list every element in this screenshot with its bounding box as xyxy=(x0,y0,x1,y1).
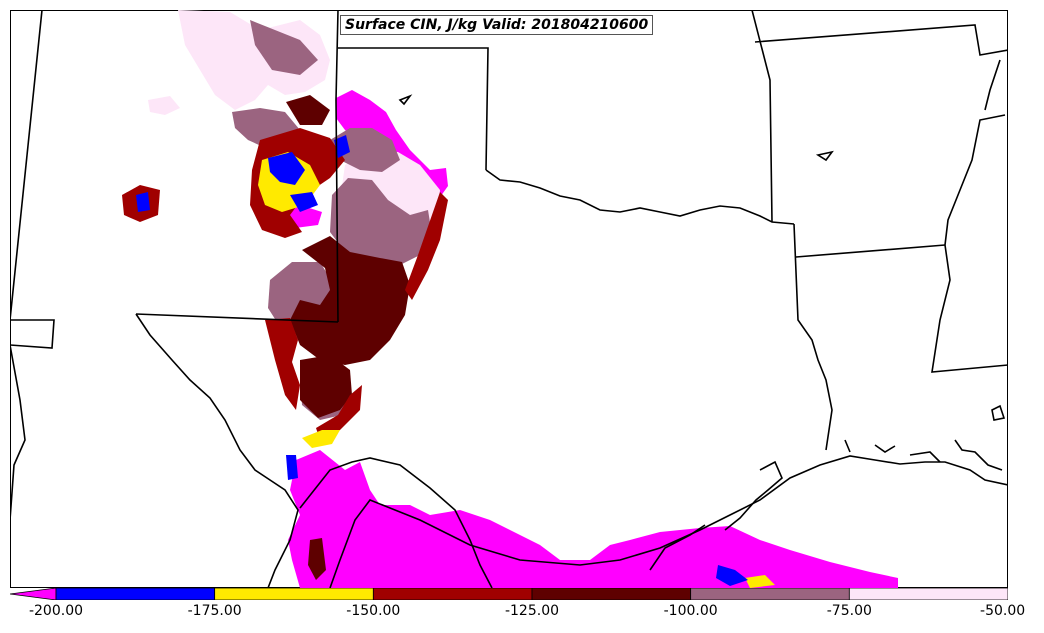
cin-bin-yellow xyxy=(745,575,775,588)
ok-tx-red-river xyxy=(485,169,795,225)
colorbar-tick-label: -200.00 xyxy=(28,603,84,619)
cin-bin-blue xyxy=(290,192,318,212)
ks-ok-border xyxy=(338,47,489,171)
rio-grande xyxy=(135,313,299,588)
colorbar xyxy=(10,588,1008,600)
colorbar-bin-0 xyxy=(55,588,216,600)
tx-la-border xyxy=(793,223,833,451)
mississippi-river xyxy=(931,114,1008,373)
cin-under-region xyxy=(288,450,898,588)
cin-bin-dark-red xyxy=(308,538,326,580)
cin-field xyxy=(122,10,898,588)
cin-bin-dark-red xyxy=(300,355,352,418)
cin-bin-blue xyxy=(334,135,350,158)
cin-bin-mauve xyxy=(250,20,318,75)
gulf-coast xyxy=(329,455,1008,588)
cin-bin-blue xyxy=(286,455,298,480)
ar-border-north xyxy=(754,24,1008,56)
tx-bay-detail xyxy=(649,524,706,571)
cin-bin-blue xyxy=(136,192,150,212)
cin-bin-red xyxy=(405,192,448,300)
colorbar-bin-3 xyxy=(531,588,692,600)
colorbar-tick-label: -50.00 xyxy=(980,603,1026,619)
cin-bin-dark-red xyxy=(286,95,330,125)
map-title: Surface CIN, J/kg Valid: 201804210600 xyxy=(340,15,654,35)
ar-la-border xyxy=(795,244,946,258)
cin-bin-red xyxy=(265,318,300,410)
colorbar-tick-label: -75.00 xyxy=(826,603,872,619)
colorbar-tick-label: -100.00 xyxy=(663,603,718,619)
colorbar-under-extension xyxy=(10,588,57,600)
colorbar-bin-1 xyxy=(214,588,374,600)
colorbar-tick-label: -150.00 xyxy=(346,603,401,619)
la-coast-detail xyxy=(844,439,1003,471)
colorbar-tick-label: -125.00 xyxy=(504,603,560,619)
ok-ar-border xyxy=(751,10,773,223)
colorbar-bin-5 xyxy=(848,588,1008,600)
cin-bin-blue xyxy=(716,565,748,586)
cin-bin-red xyxy=(316,385,362,440)
colorado-nm-border xyxy=(10,319,55,349)
co-ks-ok-border xyxy=(10,10,43,321)
mexico-internal-border xyxy=(299,457,493,588)
cin-bin-dark-red xyxy=(290,236,410,365)
cin-bin-blue xyxy=(268,152,305,185)
cin-bin-light-pink xyxy=(148,96,180,115)
nm-tx-border xyxy=(135,313,339,323)
mexico-state-border xyxy=(10,344,26,521)
ms-coast-islands xyxy=(991,404,1006,421)
state-boundaries xyxy=(10,10,1008,588)
cin-bin-light-pink xyxy=(178,10,330,110)
ok-panhandle-border xyxy=(335,10,339,323)
colorbar-tick-label: -175.00 xyxy=(187,603,242,619)
cin-bin-mauve xyxy=(330,128,400,172)
colorbar-bin-2 xyxy=(372,588,533,600)
cin-bin-yellow xyxy=(302,430,340,448)
tx-coast-islands xyxy=(724,460,783,531)
ok-lake xyxy=(398,94,834,162)
cin-bin-mauve xyxy=(330,178,432,265)
ar-ms-border xyxy=(984,59,1001,111)
colorbar-bin-4 xyxy=(690,588,850,600)
